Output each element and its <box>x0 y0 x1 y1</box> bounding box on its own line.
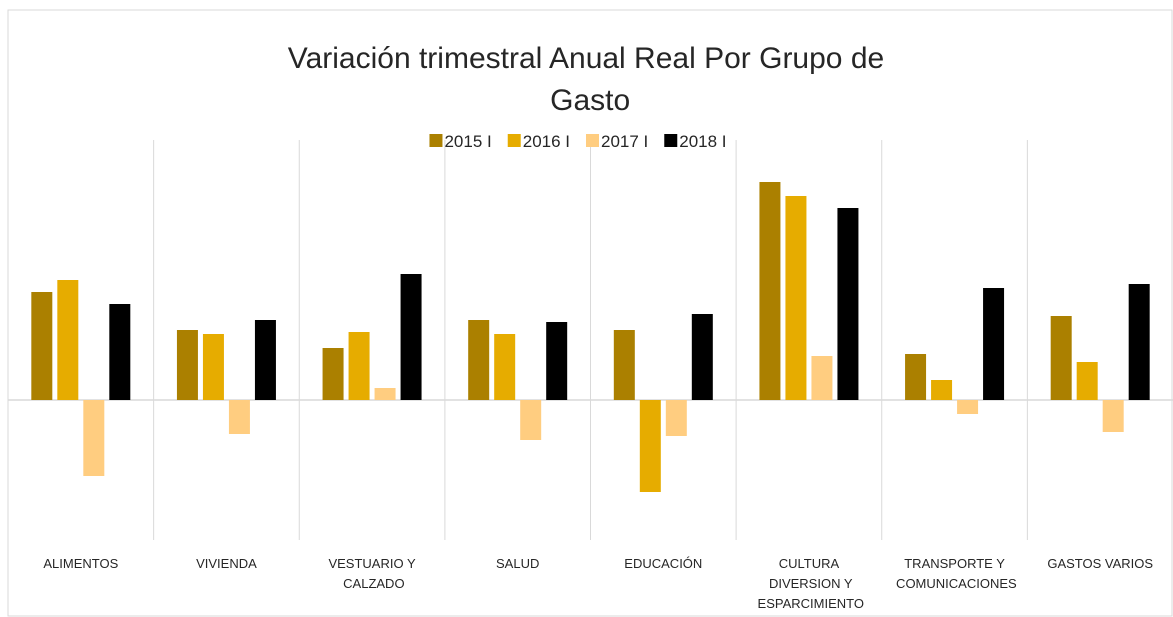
bar <box>228 400 250 434</box>
bar <box>176 330 198 400</box>
bar <box>374 388 396 400</box>
bar <box>957 400 979 414</box>
x-tick-label: GASTOS VARIOS <box>1047 556 1153 571</box>
bar <box>31 292 53 400</box>
bar <box>546 322 568 400</box>
legend-swatch <box>429 134 443 147</box>
bar <box>931 380 953 400</box>
bar <box>785 196 807 400</box>
x-tick-label: SALUD <box>496 556 539 571</box>
legend-label: 2018 I <box>679 132 726 151</box>
bar <box>1050 316 1072 400</box>
bar <box>639 400 661 492</box>
bar <box>494 334 516 400</box>
bar <box>1128 284 1150 400</box>
bar <box>83 400 105 476</box>
bar <box>520 400 542 440</box>
bar <box>613 330 635 400</box>
legend-swatch <box>507 134 521 147</box>
bar <box>691 314 713 400</box>
bar <box>348 332 370 400</box>
bar <box>837 208 859 400</box>
x-tick-label: VIVIENDA <box>196 556 257 571</box>
bar <box>468 320 490 400</box>
bar <box>322 348 344 400</box>
legend-label: 2016 I <box>523 132 570 151</box>
bar <box>1076 362 1098 400</box>
x-tick-label: VESTUARIO Y CALZADO <box>328 556 416 591</box>
bar <box>665 400 687 436</box>
x-tick-label: TRANSPORTE Y COMUNICACIONES <box>892 556 1017 591</box>
legend-swatch <box>586 134 599 147</box>
x-tick-label: ALIMENTOS <box>43 556 118 571</box>
legend-label: 2015 I <box>444 132 491 151</box>
x-tick-label: EDUCACIÓN <box>624 556 702 571</box>
bar <box>400 274 422 400</box>
chart-title: Variación trimestral Anual Real Por Grup… <box>288 42 884 117</box>
bar <box>811 356 833 400</box>
legend-label: 2017 I <box>601 132 648 151</box>
bar <box>57 280 79 400</box>
bar <box>254 320 276 400</box>
bar <box>1102 400 1124 432</box>
bar <box>983 288 1005 400</box>
bar <box>109 304 131 400</box>
bar <box>905 354 927 400</box>
legend-swatch <box>664 134 678 147</box>
bar <box>202 334 224 400</box>
bar <box>759 182 781 400</box>
x-tick-label: CULTURA DIVERSION Y ESPARCIMIENTO <box>754 556 864 611</box>
